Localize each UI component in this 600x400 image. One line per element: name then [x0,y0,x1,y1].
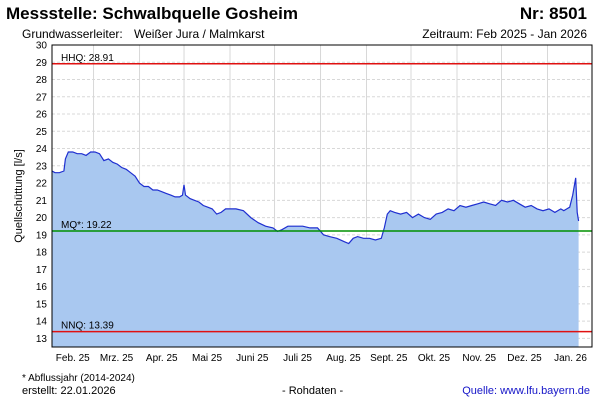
reference-lines: HHQ: 28.91 MQ*: 19.22 NNQ: 13.39 [52,53,592,333]
y-tick-label: 23 [36,161,48,172]
y-tick-label: 27 [36,92,48,103]
x-tick-label: Sept. 25 [370,353,408,364]
source-link[interactable]: Quelle: www.lfu.bayern.de [462,385,590,397]
y-tick-label: 25 [36,127,48,138]
y-tick-label: 24 [36,144,48,155]
y-tick-label: 28 [36,75,48,86]
x-tick-label: Juni 25 [236,353,269,364]
y-tick-label: 15 [36,299,48,310]
x-tick-label: Feb. 25 [56,353,90,364]
x-tick-label: Jan. 26 [554,353,587,364]
raw-data-note: - Rohdaten - [282,385,344,397]
x-tick-label: Apr. 25 [146,353,178,364]
y-tick-label: 22 [36,179,48,190]
y-tick-label: 18 [36,248,48,259]
x-tick-label: Dez. 25 [507,353,542,364]
reference-line-label: MQ*: 19.22 [61,220,112,231]
x-tick-label: Mai 25 [192,353,222,364]
y-tick-label: 20 [36,213,48,224]
created-date: erstellt: 22.01.2026 [22,385,116,397]
y-tick-labels: 13 14 15 16 17 18 19 20 21 22 23 24 25 26 27 28 29 30 [36,41,48,345]
x-tick-label: Okt. 25 [418,353,451,364]
reference-line-label: HHQ: 28.91 [61,53,114,64]
y-tick-label: 17 [36,265,48,276]
period-label: Zeitraum: Feb 2025 - Jan 2026 [422,27,587,41]
x-tick-label: Juli 25 [283,353,312,364]
x-tick-label: Nov. 25 [462,353,496,364]
y-tick-label: 26 [36,110,48,121]
x-tick-label: Mrz. 25 [100,353,134,364]
plot-frame [51,44,593,348]
page-title: Messstelle: Schwalbquelle Gosheim [6,4,298,23]
aquifer-value: Weißer Jura / Malmkarst [134,27,265,41]
reference-line-label: NNQ: 13.39 [61,321,114,332]
y-tick-label: 21 [36,196,48,207]
footnote: * Abflussjahr (2014-2024) [22,373,135,384]
y-tick-label: 16 [36,282,48,293]
y-tick-label: 13 [36,334,48,345]
x-tick-labels: Feb. 25 Mrz. 25 Apr. 25 Mai 25 Juni 25 Juli 2… [56,353,588,364]
y-tick-label: 30 [36,41,48,52]
discharge-area [52,152,579,347]
y-tick-label: 29 [36,58,48,69]
y-tick-label: 19 [36,230,48,241]
y-axis-label: Quellschüttung [l/s] [13,149,25,243]
aquifer-label: Grundwasserleiter: [22,27,123,41]
x-tick-label: Aug. 25 [326,353,361,364]
discharge-line [51,151,580,245]
y-tick-label: 14 [36,317,48,328]
station-number: Nr: 8501 [519,4,587,23]
